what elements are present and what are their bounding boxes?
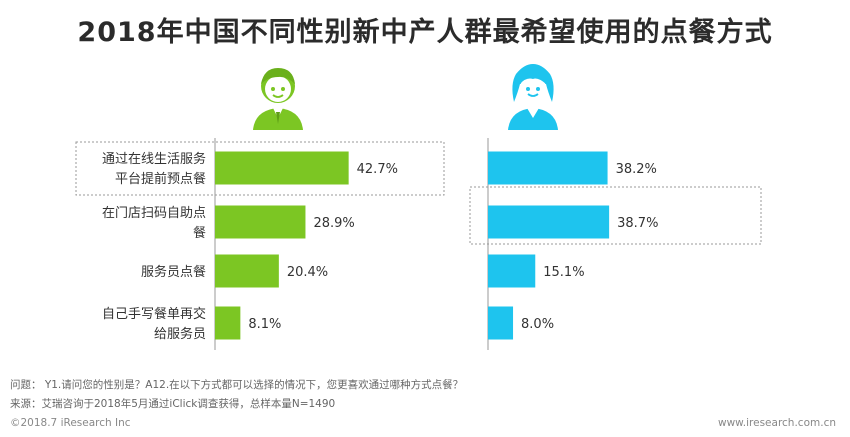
footer-copyright: ©2018.7 iResearch Inc <box>10 417 131 429</box>
category-label: 平台提前预点餐 <box>115 171 206 187</box>
female-data-label: 8.0% <box>521 317 554 332</box>
male-bar <box>215 254 279 288</box>
footer-source: 来源：艾瑞咨询于2018年5月通过iClick调查获得，总样本量N=1490 <box>10 398 336 410</box>
male-bar <box>215 205 306 239</box>
female-highlight-box <box>469 186 762 245</box>
female-data-label: 38.7% <box>617 216 658 231</box>
category-label: 通过在线生活服务 <box>102 151 206 167</box>
male-highlight-box <box>75 141 445 196</box>
chart-title: 2018年中国不同性别新中产人群最希望使用的点餐方式 <box>77 17 773 48</box>
male-data-label: 8.1% <box>248 317 281 332</box>
female-bar <box>488 254 536 288</box>
male-bar <box>215 151 349 185</box>
female-bar <box>488 306 514 340</box>
female-avatar-icon <box>508 64 558 130</box>
category-label: 餐 <box>193 225 206 241</box>
male-data-label: 28.9% <box>313 216 354 231</box>
female-data-label: 15.1% <box>543 265 584 280</box>
male-data-label: 20.4% <box>287 265 328 280</box>
category-label: 服务员点餐 <box>141 264 206 280</box>
female-bar <box>488 205 610 239</box>
category-label: 给服务员 <box>154 326 206 342</box>
male-avatar-icon <box>253 68 303 130</box>
female-bar <box>488 151 608 185</box>
female-data-label: 38.2% <box>616 162 657 177</box>
category-label: 自己手写餐单再交 <box>102 306 206 322</box>
footer-question: 问题： Y1.请问您的性别是？A12.在以下方式都可以选择的情况下，您更喜欢通过… <box>10 379 464 391</box>
male-data-label: 42.7% <box>357 162 398 177</box>
footer-website: www.iresearch.com.cn <box>717 417 836 429</box>
category-label: 在门店扫码自助点 <box>102 206 206 221</box>
male-bar <box>215 306 241 340</box>
